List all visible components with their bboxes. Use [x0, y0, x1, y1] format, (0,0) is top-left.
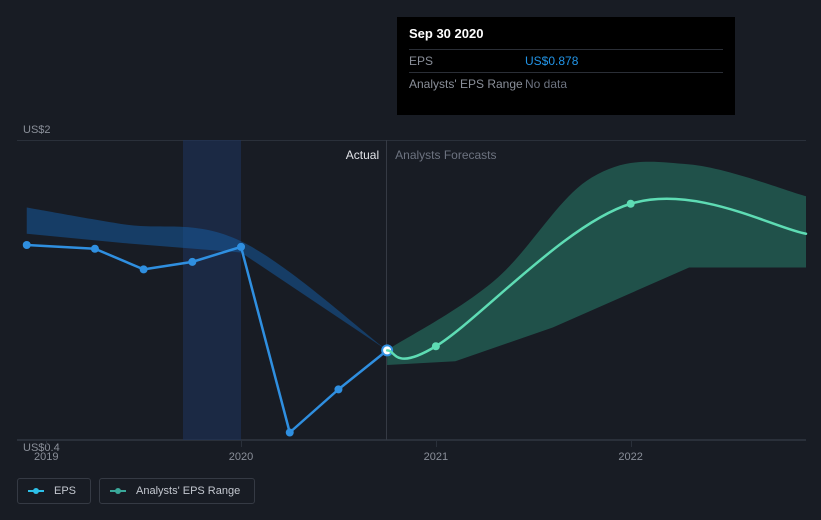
- x-axis-label: 2020: [229, 451, 253, 463]
- plot-area: US$2 US$0.4 Actual Analysts Forecasts: [17, 140, 806, 440]
- x-axis-label: 2019: [34, 451, 58, 463]
- x-axis-label: 2022: [618, 451, 642, 463]
- y-axis-label-top: US$2: [23, 124, 51, 136]
- tooltip-value: US$0.878: [525, 54, 578, 68]
- x-axis-label: 2021: [424, 451, 448, 463]
- x-tick: [436, 441, 437, 447]
- tooltip-key: EPS: [409, 54, 525, 68]
- chart-container: Sep 30 2020 EPSUS$0.878Analysts' EPS Ran…: [17, 0, 806, 440]
- legend-label-eps: EPS: [54, 485, 76, 497]
- legend-label-range: Analysts' EPS Range: [136, 485, 240, 497]
- tooltip-date: Sep 30 2020: [409, 26, 723, 41]
- legend-item-range[interactable]: Analysts' EPS Range: [99, 478, 255, 504]
- legend-swatch-range: [110, 486, 126, 496]
- x-tick: [631, 441, 632, 447]
- tooltip-key: Analysts' EPS Range: [409, 77, 525, 91]
- tooltip-value: No data: [525, 77, 567, 91]
- legend: EPS Analysts' EPS Range: [17, 478, 255, 504]
- legend-swatch-eps: [28, 486, 44, 496]
- hover-tooltip: Sep 30 2020 EPSUS$0.878Analysts' EPS Ran…: [397, 17, 735, 115]
- tooltip-row: Analysts' EPS RangeNo data: [409, 72, 723, 95]
- x-axis: 2019 2020 2021 2022: [17, 440, 806, 460]
- x-tick: [46, 441, 47, 447]
- chart-svg: [17, 140, 806, 440]
- tooltip-row: EPSUS$0.878: [409, 49, 723, 72]
- x-tick: [241, 441, 242, 447]
- legend-item-eps[interactable]: EPS: [17, 478, 91, 504]
